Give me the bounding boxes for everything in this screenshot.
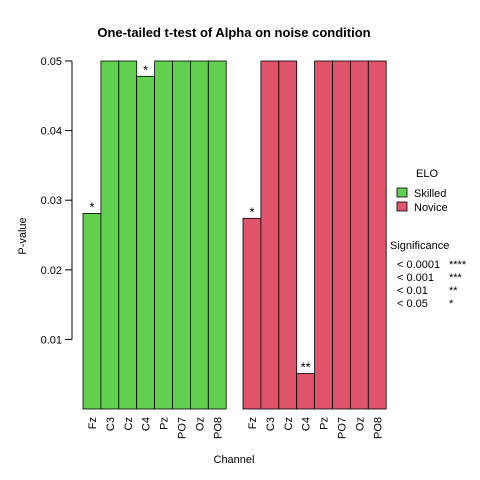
bar-skilled-pz — [154, 60, 173, 410]
bar-skilled-c4 — [136, 75, 155, 410]
x-tick-label: C3 — [105, 417, 117, 431]
significance-threshold: < 0.0001 — [397, 259, 440, 271]
bar-skilled-po7 — [172, 60, 191, 410]
x-tick-labels: Fz C3 Cz C4 Pz PO7 Oz PO8 Fz C3 Cz C4 Pz PO7 Oz PO8 — [87, 417, 384, 439]
x-tick-label: PO8 — [212, 417, 224, 439]
bar-novice-po7 — [332, 60, 351, 410]
x-tick-label: Pz — [159, 417, 171, 430]
bars: ***** — [82, 60, 387, 410]
significance-stars: ** — [449, 285, 458, 297]
significance-label: * — [89, 199, 94, 214]
bar-novice-c3 — [260, 60, 280, 410]
bar-novice-po8 — [367, 60, 387, 410]
x-tick-label: Oz — [354, 417, 366, 431]
legend-swatch-novice — [396, 201, 408, 212]
significance-legend: Significance < 0.0001 **** < 0.001 *** < 0.01… — [390, 240, 467, 310]
significance-label: * — [143, 62, 148, 77]
chart-title: One-tailed t-test of Alpha on noise cond… — [97, 25, 370, 40]
x-tick-label: C4 — [301, 417, 313, 431]
legend-entry-skilled: Skilled — [414, 188, 446, 200]
significance-label: ** — [301, 360, 311, 375]
bar-skilled-cz — [118, 60, 138, 410]
x-tick-label: Pz — [319, 417, 331, 430]
significance-label: * — [249, 204, 254, 219]
significance-stars: *** — [449, 272, 463, 284]
x-tick-label: Cz — [123, 417, 135, 430]
bar-skilled-po8 — [207, 60, 227, 410]
bar-skilled-c3 — [100, 60, 120, 410]
y-tick-label: 0.04 — [41, 126, 62, 138]
significance-legend-title: Significance — [390, 240, 449, 252]
bar-novice-cz — [278, 60, 298, 410]
legend-entry-novice: Novice — [414, 202, 448, 214]
y-tick-label: 0.05 — [41, 56, 62, 68]
bar-skilled-oz — [189, 60, 209, 410]
legend-swatch-skilled — [396, 187, 408, 198]
x-tick-label: C3 — [265, 417, 277, 431]
bar-novice-fz — [242, 217, 262, 410]
x-tick-label: Fz — [87, 417, 99, 429]
bar-novice-c4 — [296, 373, 316, 410]
significance-threshold: < 0.001 — [397, 272, 434, 284]
x-tick-label: PO8 — [372, 417, 384, 439]
x-tick-label: PO7 — [176, 417, 188, 439]
x-tick-label: Oz — [194, 417, 206, 431]
y-tick-label: 0.01 — [41, 334, 62, 346]
y-tick-label: 0.02 — [41, 265, 62, 277]
significance-threshold: < 0.05 — [397, 298, 428, 310]
significance-stars: * — [449, 298, 454, 310]
x-tick-label: C4 — [141, 417, 153, 431]
x-tick-label: PO7 — [336, 417, 348, 439]
y-axis-label: P-value — [17, 217, 29, 254]
legend: ELO Skilled Novice — [396, 168, 448, 214]
x-tick-label: Cz — [283, 417, 295, 430]
legend-title: ELO — [416, 168, 438, 180]
y-tick-label: 0.03 — [41, 195, 62, 207]
x-axis-label: Channel — [214, 454, 255, 466]
significance-stars: **** — [449, 259, 467, 271]
bar-skilled-fz — [82, 213, 102, 410]
x-tick-label: Fz — [247, 417, 259, 429]
significance-threshold: < 0.01 — [397, 285, 428, 297]
bar-novice-pz — [314, 60, 333, 410]
y-axis: 0.01 0.02 0.03 0.04 0.05 — [41, 56, 73, 346]
bar-novice-oz — [349, 60, 369, 410]
